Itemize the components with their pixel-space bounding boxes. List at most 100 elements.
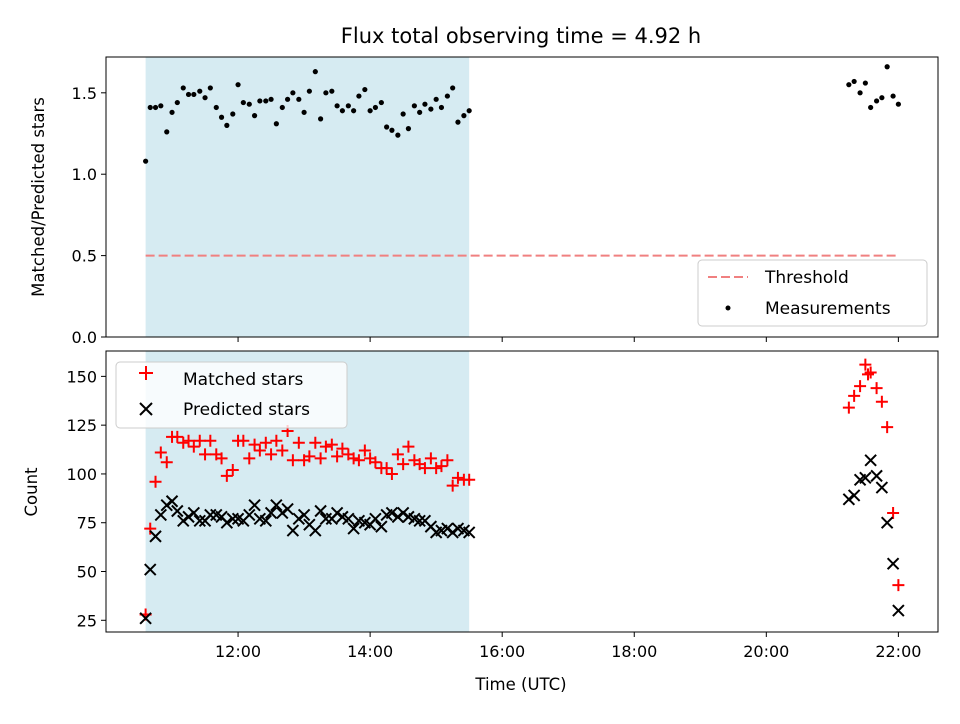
measurement-point (158, 103, 164, 109)
measurement-point (444, 93, 450, 99)
x-tick-label: 18:00 (611, 642, 657, 661)
x-tick-label: 14:00 (347, 642, 393, 661)
predicted-star-point (193, 514, 206, 527)
matched-star-point (430, 462, 443, 475)
bottom-panel: 25 50 75 100 125 150 12:00 14:00 16:00 18:00 20:00… (22, 350, 939, 694)
measurement-point (857, 90, 863, 96)
top-legend-box (697, 259, 928, 327)
predicted-star-point (314, 504, 327, 518)
bottom-y-tick-label: 50 (77, 563, 97, 582)
predicted-star-point (375, 520, 388, 533)
measurement-point (362, 86, 368, 93)
measurement-point (400, 111, 406, 117)
bottom-legend-box (115, 361, 348, 429)
bottom-y-tick-label: 125 (66, 416, 97, 435)
chart-title: Flux total observing time = 4.92 h (341, 24, 701, 48)
measurement-point (417, 109, 423, 115)
x-tick-label: 12:00 (215, 642, 261, 661)
measurement-point (246, 101, 252, 107)
measurement-point (268, 96, 274, 102)
predicted-star-point (259, 514, 273, 527)
measurement-point (323, 90, 329, 96)
x-tick-label: 16:00 (479, 642, 525, 661)
top-y-tick-label: 1.0 (72, 165, 97, 184)
matched-star-point (226, 464, 239, 477)
measurement-point (339, 108, 345, 114)
measurement-point (207, 85, 213, 91)
matched-star-point (391, 448, 404, 461)
measurement-point (372, 104, 379, 111)
matched-star-point (875, 395, 888, 408)
measurement-point (466, 108, 472, 114)
measurement-point (147, 104, 153, 111)
predicted-star-point (154, 508, 168, 522)
predicted-star-point (385, 506, 399, 520)
matched-star-point (182, 434, 195, 447)
matched-star-point (177, 436, 190, 449)
predicted-star-point (886, 557, 900, 570)
top-panel: 0.0 0.5 1.0 1.5 Matched/Predicted stars Thr… (29, 56, 939, 347)
predicted-star-point (297, 508, 311, 522)
predicted-star-point (880, 516, 894, 529)
measurement-point (213, 104, 219, 111)
measurement-point (284, 96, 291, 102)
measurement-point (868, 104, 874, 111)
measurement-point (230, 111, 236, 117)
top-y-tick-label: 0.0 (72, 328, 97, 347)
bottom-legend: Matched stars Predicted stars (115, 361, 348, 429)
measurement-point (263, 98, 269, 104)
matched-star-point (319, 440, 332, 453)
matched-star-point (441, 454, 454, 467)
legend-matched-label: Matched stars (183, 370, 303, 390)
measurement-point (356, 93, 362, 99)
predicted-star-point (139, 612, 152, 625)
measurement-point (879, 95, 885, 101)
matched-star-point (347, 452, 360, 465)
predicted-star-point (165, 495, 179, 508)
matched-star-point (314, 452, 327, 465)
matched-star-point (848, 389, 861, 402)
top-shaded-region (145, 57, 470, 337)
predicted-star-point (149, 530, 162, 543)
measurement-point (301, 109, 307, 115)
matched-star-point (842, 401, 855, 414)
matched-star-point (303, 450, 316, 463)
matched-star-point (402, 440, 415, 453)
matched-star-point (336, 442, 349, 455)
bottom-y-tick-label: 150 (66, 367, 97, 386)
measurement-point (433, 96, 439, 102)
measurement-point (411, 103, 417, 109)
measurement-point (152, 104, 159, 111)
matched-star-point (220, 469, 233, 482)
measurement-point (438, 104, 445, 111)
matched-star-point (154, 446, 167, 459)
predicted-star-point (870, 469, 883, 483)
top-legend: Threshold Measurements (697, 259, 928, 327)
matched-star-point (215, 452, 228, 465)
matched-star-point (199, 448, 212, 461)
matched-star-point (352, 454, 365, 467)
predicted-star-point (226, 512, 239, 526)
bottom-y-tick-label: 100 (66, 465, 97, 484)
matched-star-point (193, 434, 206, 447)
measurement-point (169, 109, 175, 115)
measurement-point (384, 124, 390, 130)
measurement-point (180, 85, 186, 91)
matched-star-point (380, 462, 393, 475)
measurement-point (334, 103, 340, 109)
measurement-point (873, 98, 880, 104)
measurement-point (218, 114, 225, 120)
predicted-star-point (369, 512, 382, 526)
matched-star-point (276, 444, 289, 457)
legend-predicted-swatch (139, 402, 153, 416)
predicted-star-point (270, 498, 283, 512)
predicted-star-point (347, 522, 360, 535)
matched-star-point (270, 434, 283, 447)
measurement-point (378, 99, 384, 106)
measurement-point (367, 108, 373, 114)
matched-star-point (292, 436, 305, 449)
matched-star-point (325, 438, 338, 451)
predicted-star-point (264, 506, 278, 520)
matched-star-point (309, 436, 322, 449)
top-y-axis-label: Matched/Predicted stars (29, 97, 48, 297)
